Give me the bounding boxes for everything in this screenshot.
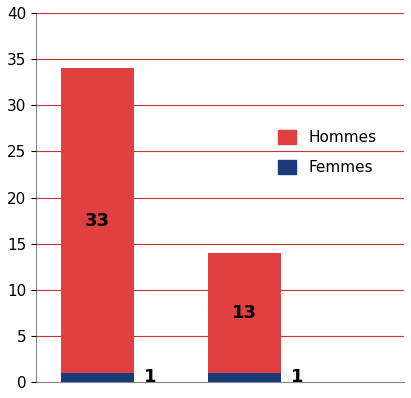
Bar (208, 373, 282, 382)
Text: 1: 1 (291, 369, 304, 386)
Text: 1: 1 (144, 369, 157, 386)
Legend: Hommes, Femmes: Hommes, Femmes (272, 124, 383, 181)
Text: 33: 33 (85, 212, 110, 230)
Text: 13: 13 (232, 304, 257, 322)
Bar (208, 253, 282, 373)
Bar (60, 373, 134, 382)
Bar (60, 68, 134, 373)
